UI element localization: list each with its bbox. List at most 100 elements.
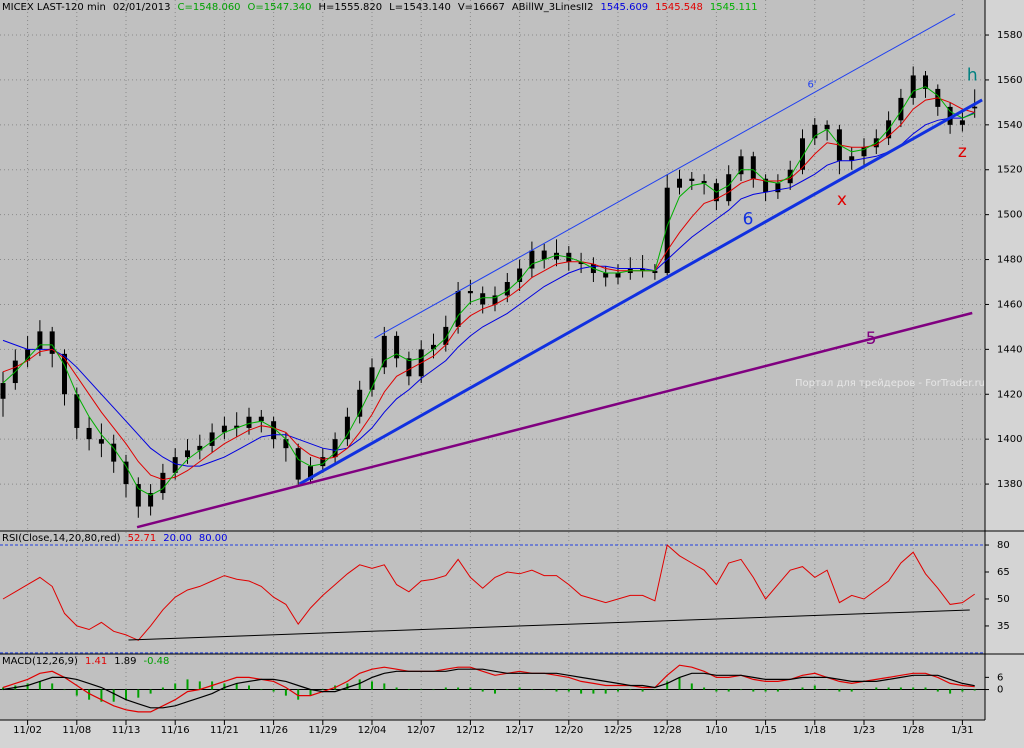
series-line — [2, 111, 975, 467]
panel-header: MICEX LAST-120 min 02/01/2013 C=1548.060 O=… — [2, 2, 758, 13]
candle-body — [197, 445, 203, 451]
header-item: 1545.548 — [655, 2, 703, 13]
candle-body — [664, 187, 670, 274]
histogram-bar — [629, 689, 632, 691]
histogram-bar — [813, 685, 816, 690]
header-item: 80.00 — [199, 533, 228, 544]
candle-body — [443, 326, 449, 345]
histogram-bar — [2, 687, 4, 690]
histogram-bar — [395, 687, 398, 690]
x-tick-label: 12/20 — [554, 725, 583, 736]
series-line — [2, 86, 975, 496]
y-tick-label: 1400 — [997, 434, 1022, 445]
y-tick-label: 1560 — [997, 75, 1022, 86]
header-item: 1.41 — [85, 656, 107, 667]
histogram-bar — [309, 689, 312, 696]
candle-body — [726, 174, 732, 202]
histogram-bar — [235, 683, 238, 690]
histogram-bar — [506, 689, 509, 691]
histogram-bar — [321, 689, 324, 691]
histogram-bar — [764, 689, 767, 692]
histogram-bar — [371, 681, 373, 690]
candle-body — [603, 273, 609, 278]
candle-body — [910, 75, 916, 98]
candle-body — [74, 394, 80, 428]
x-tick-label: 11/16 — [161, 725, 190, 736]
y-tick-label: 35 — [997, 621, 1010, 632]
candle-body — [504, 282, 510, 296]
histogram-bar — [161, 687, 164, 690]
trend-line — [136, 311, 973, 529]
histogram-bar — [272, 689, 275, 692]
candle-body — [492, 295, 498, 305]
histogram-bar — [26, 683, 29, 690]
header-item: ABillW_3LinesII2 — [512, 2, 594, 13]
trend-line — [374, 13, 956, 339]
histogram-bar — [358, 679, 361, 690]
histogram-bar — [863, 689, 865, 691]
x-tick-label: 1/23 — [853, 725, 875, 736]
annotation: x — [837, 190, 847, 210]
histogram-bar — [580, 689, 583, 694]
trend-line — [298, 98, 983, 486]
histogram-bar — [875, 687, 878, 690]
y-tick-label: 1520 — [997, 165, 1022, 176]
candle-body — [111, 443, 117, 462]
histogram-bar — [641, 689, 644, 692]
watermark: Портал для трейдеров - ForTrader.ru — [795, 378, 985, 389]
candle-body — [185, 450, 190, 458]
histogram-bar — [112, 689, 115, 702]
histogram-bar — [887, 687, 890, 690]
candle-body — [394, 335, 400, 359]
candle-body — [763, 178, 769, 193]
histogram-bar — [653, 689, 656, 691]
x-tick-label: 1/28 — [902, 725, 924, 736]
candle-body — [295, 448, 301, 480]
x-tick-label: 1/10 — [705, 725, 727, 736]
histogram-bar — [444, 687, 447, 690]
candle-body — [49, 331, 55, 354]
candle-body — [0, 383, 6, 399]
series-line — [2, 97, 975, 481]
candle-body — [849, 156, 855, 161]
histogram-bar — [174, 683, 177, 690]
header-item: C=1548.060 — [177, 2, 240, 13]
histogram-bar — [186, 679, 189, 690]
y-tick-label: 1420 — [997, 389, 1022, 400]
x-tick-label: 1/18 — [804, 725, 826, 736]
candle-body — [308, 466, 313, 480]
histogram-bar — [420, 689, 423, 691]
histogram-bar — [899, 687, 902, 690]
histogram-bar — [617, 689, 619, 692]
marks-layer — [0, 13, 983, 713]
candle-body — [431, 344, 436, 350]
axis-background — [985, 0, 1024, 748]
candle-body — [824, 124, 830, 130]
candle-body — [221, 425, 227, 433]
histogram-bar — [543, 689, 546, 691]
x-tick-label: 11/26 — [259, 725, 288, 736]
y-tick-label: 65 — [997, 567, 1010, 578]
candle-body — [689, 178, 695, 181]
candle-body — [947, 106, 953, 125]
y-tick-label: 1480 — [997, 255, 1022, 266]
histogram-bar — [383, 683, 386, 690]
header-item: RSI(Close,14,20,80,red) — [2, 533, 121, 544]
histogram-bar — [346, 683, 349, 690]
x-tick-label: 11/21 — [210, 725, 239, 736]
candle-body — [455, 290, 461, 327]
candle-body — [135, 484, 141, 507]
y-tick-label: 80 — [997, 540, 1010, 551]
header-item: -0.48 — [143, 656, 169, 667]
candle-body — [246, 416, 252, 428]
series-line — [2, 668, 975, 709]
histogram-bar — [826, 689, 829, 691]
histogram-bar — [125, 689, 127, 700]
panel-header: RSI(Close,14,20,80,red) 52.71 20.00 80.00 — [2, 533, 228, 544]
histogram-bar — [481, 689, 484, 692]
trend-line — [128, 609, 970, 641]
candle-body — [812, 124, 818, 139]
candle-body — [258, 416, 264, 422]
